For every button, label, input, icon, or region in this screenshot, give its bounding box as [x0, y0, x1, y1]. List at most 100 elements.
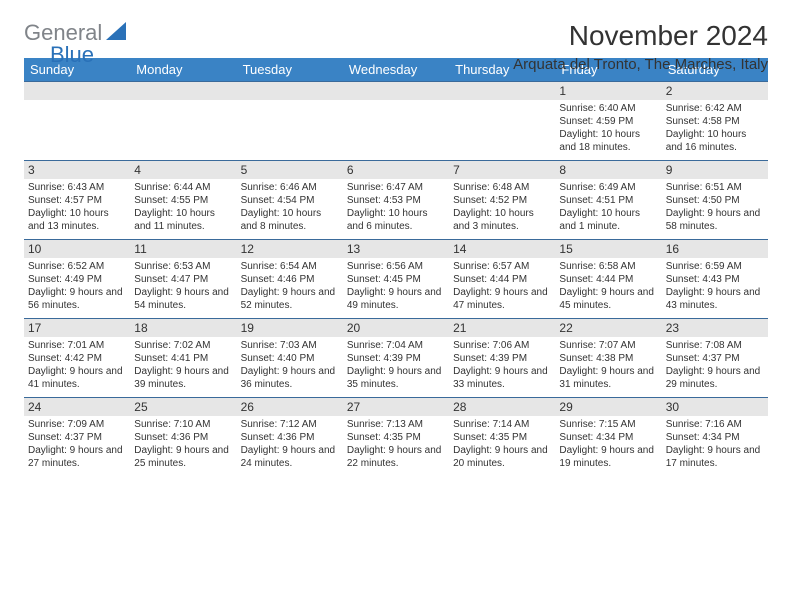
- sunset-text: Sunset: 4:58 PM: [666, 115, 764, 128]
- day-body: Sunrise: 7:10 AMSunset: 4:36 PMDaylight:…: [130, 416, 236, 476]
- sunrise-text: Sunrise: 6:56 AM: [347, 260, 445, 273]
- sunset-text: Sunset: 4:45 PM: [347, 273, 445, 286]
- daylight-text: Daylight: 10 hours and 8 minutes.: [241, 207, 339, 233]
- day-body: [24, 100, 130, 156]
- sunset-text: Sunset: 4:44 PM: [559, 273, 657, 286]
- sunrise-text: Sunrise: 7:08 AM: [666, 339, 764, 352]
- day-cell: 10Sunrise: 6:52 AMSunset: 4:49 PMDayligh…: [24, 240, 130, 319]
- date-number: [237, 82, 343, 100]
- daylight-text: Daylight: 9 hours and 31 minutes.: [559, 365, 657, 391]
- sunrise-text: Sunrise: 6:54 AM: [241, 260, 339, 273]
- daylight-text: Daylight: 9 hours and 36 minutes.: [241, 365, 339, 391]
- sunset-text: Sunset: 4:50 PM: [666, 194, 764, 207]
- daylight-text: Daylight: 9 hours and 24 minutes.: [241, 444, 339, 470]
- day-cell: 18Sunrise: 7:02 AMSunset: 4:41 PMDayligh…: [130, 319, 236, 398]
- date-number: 11: [130, 240, 236, 258]
- day-body: [237, 100, 343, 156]
- day-body: Sunrise: 7:08 AMSunset: 4:37 PMDaylight:…: [662, 337, 768, 397]
- day-body: Sunrise: 7:03 AMSunset: 4:40 PMDaylight:…: [237, 337, 343, 397]
- sunrise-text: Sunrise: 7:06 AM: [453, 339, 551, 352]
- date-number: 20: [343, 319, 449, 337]
- daylight-text: Daylight: 9 hours and 49 minutes.: [347, 286, 445, 312]
- day-body: Sunrise: 7:15 AMSunset: 4:34 PMDaylight:…: [555, 416, 661, 476]
- daylight-text: Daylight: 9 hours and 29 minutes.: [666, 365, 764, 391]
- day-body: Sunrise: 6:52 AMSunset: 4:49 PMDaylight:…: [24, 258, 130, 318]
- sunset-text: Sunset: 4:59 PM: [559, 115, 657, 128]
- date-number: 17: [24, 319, 130, 337]
- date-number: 1: [555, 82, 661, 100]
- date-number: 10: [24, 240, 130, 258]
- sunrise-text: Sunrise: 6:52 AM: [28, 260, 126, 273]
- sunrise-text: Sunrise: 6:46 AM: [241, 181, 339, 194]
- day-cell: 17 Sunrise: 7:01 AMSunset: 4:42 PMDayligh…: [24, 319, 130, 398]
- logo-text-blue: Blue: [50, 42, 94, 67]
- daylight-text: Daylight: 10 hours and 13 minutes.: [28, 207, 126, 233]
- day-body: Sunrise: 7:02 AMSunset: 4:41 PMDaylight:…: [130, 337, 236, 397]
- sunset-text: Sunset: 4:51 PM: [559, 194, 657, 207]
- date-number: [449, 82, 555, 100]
- daylight-text: Daylight: 9 hours and 17 minutes.: [666, 444, 764, 470]
- sunset-text: Sunset: 4:53 PM: [347, 194, 445, 207]
- sunrise-text: Sunrise: 7:07 AM: [559, 339, 657, 352]
- day-cell: 4Sunrise: 6:44 AMSunset: 4:55 PMDaylight…: [130, 161, 236, 240]
- date-number: 16: [662, 240, 768, 258]
- sunrise-text: Sunrise: 7:02 AM: [134, 339, 232, 352]
- day-cell: 7Sunrise: 6:48 AMSunset: 4:52 PMDaylight…: [449, 161, 555, 240]
- day-cell: 20Sunrise: 7:04 AMSunset: 4:39 PMDayligh…: [343, 319, 449, 398]
- day-body: [343, 100, 449, 156]
- day-body: Sunrise: 6:56 AMSunset: 4:45 PMDaylight:…: [343, 258, 449, 318]
- day-cell: 16Sunrise: 6:59 AMSunset: 4:43 PMDayligh…: [662, 240, 768, 319]
- day-body: [449, 100, 555, 156]
- daylight-text: Daylight: 10 hours and 16 minutes.: [666, 128, 764, 154]
- sunset-text: Sunset: 4:39 PM: [347, 352, 445, 365]
- day-cell: 23Sunrise: 7:08 AMSunset: 4:37 PMDayligh…: [662, 319, 768, 398]
- daylight-text: Daylight: 10 hours and 11 minutes.: [134, 207, 232, 233]
- weekday-monday: Monday: [130, 58, 236, 82]
- day-cell: [130, 82, 236, 161]
- date-number: 27: [343, 398, 449, 416]
- date-number: 23: [662, 319, 768, 337]
- date-number: 15: [555, 240, 661, 258]
- daylight-text: Daylight: 9 hours and 35 minutes.: [347, 365, 445, 391]
- sunset-text: Sunset: 4:46 PM: [241, 273, 339, 286]
- day-body: Sunrise: 6:49 AMSunset: 4:51 PMDaylight:…: [555, 179, 661, 239]
- location: Arquata del Tronto, The Marches, Italy: [513, 56, 768, 73]
- daylight-text: Daylight: 9 hours and 43 minutes.: [666, 286, 764, 312]
- date-number: 6: [343, 161, 449, 179]
- date-number: 28: [449, 398, 555, 416]
- day-cell: [237, 82, 343, 161]
- date-number: 8: [555, 161, 661, 179]
- date-number: 3: [24, 161, 130, 179]
- daylight-text: Daylight: 9 hours and 41 minutes.: [28, 365, 126, 391]
- title-block: November 2024 Arquata del Tronto, The Ma…: [513, 20, 768, 73]
- sunrise-text: Sunrise: 6:58 AM: [559, 260, 657, 273]
- sunset-text: Sunset: 4:42 PM: [28, 352, 126, 365]
- day-body: Sunrise: 6:54 AMSunset: 4:46 PMDaylight:…: [237, 258, 343, 318]
- day-cell: 6Sunrise: 6:47 AMSunset: 4:53 PMDaylight…: [343, 161, 449, 240]
- day-cell: 8Sunrise: 6:49 AMSunset: 4:51 PMDaylight…: [555, 161, 661, 240]
- sunset-text: Sunset: 4:57 PM: [28, 194, 126, 207]
- day-body: Sunrise: 6:59 AMSunset: 4:43 PMDaylight:…: [662, 258, 768, 318]
- day-cell: 29Sunrise: 7:15 AMSunset: 4:34 PMDayligh…: [555, 398, 661, 477]
- sunset-text: Sunset: 4:55 PM: [134, 194, 232, 207]
- sunrise-text: Sunrise: 7:10 AM: [134, 418, 232, 431]
- sunrise-text: Sunrise: 6:53 AM: [134, 260, 232, 273]
- sunrise-text: Sunrise: 7:15 AM: [559, 418, 657, 431]
- daylight-text: Daylight: 10 hours and 3 minutes.: [453, 207, 551, 233]
- day-cell: 21Sunrise: 7:06 AMSunset: 4:39 PMDayligh…: [449, 319, 555, 398]
- day-body: Sunrise: 6:58 AMSunset: 4:44 PMDaylight:…: [555, 258, 661, 318]
- day-cell: 14Sunrise: 6:57 AMSunset: 4:44 PMDayligh…: [449, 240, 555, 319]
- sunrise-text: Sunrise: 7:01 AM: [28, 339, 126, 352]
- day-cell: 15Sunrise: 6:58 AMSunset: 4:44 PMDayligh…: [555, 240, 661, 319]
- sunrise-text: Sunrise: 6:47 AM: [347, 181, 445, 194]
- sunset-text: Sunset: 4:44 PM: [453, 273, 551, 286]
- sunrise-text: Sunrise: 6:40 AM: [559, 102, 657, 115]
- calendar-week-row: 10Sunrise: 6:52 AMSunset: 4:49 PMDayligh…: [24, 240, 768, 319]
- sunrise-text: Sunrise: 6:49 AM: [559, 181, 657, 194]
- day-body: Sunrise: 7:04 AMSunset: 4:39 PMDaylight:…: [343, 337, 449, 397]
- sunset-text: Sunset: 4:35 PM: [347, 431, 445, 444]
- date-number: 14: [449, 240, 555, 258]
- sunset-text: Sunset: 4:41 PM: [134, 352, 232, 365]
- sunrise-text: Sunrise: 6:42 AM: [666, 102, 764, 115]
- day-body: [130, 100, 236, 156]
